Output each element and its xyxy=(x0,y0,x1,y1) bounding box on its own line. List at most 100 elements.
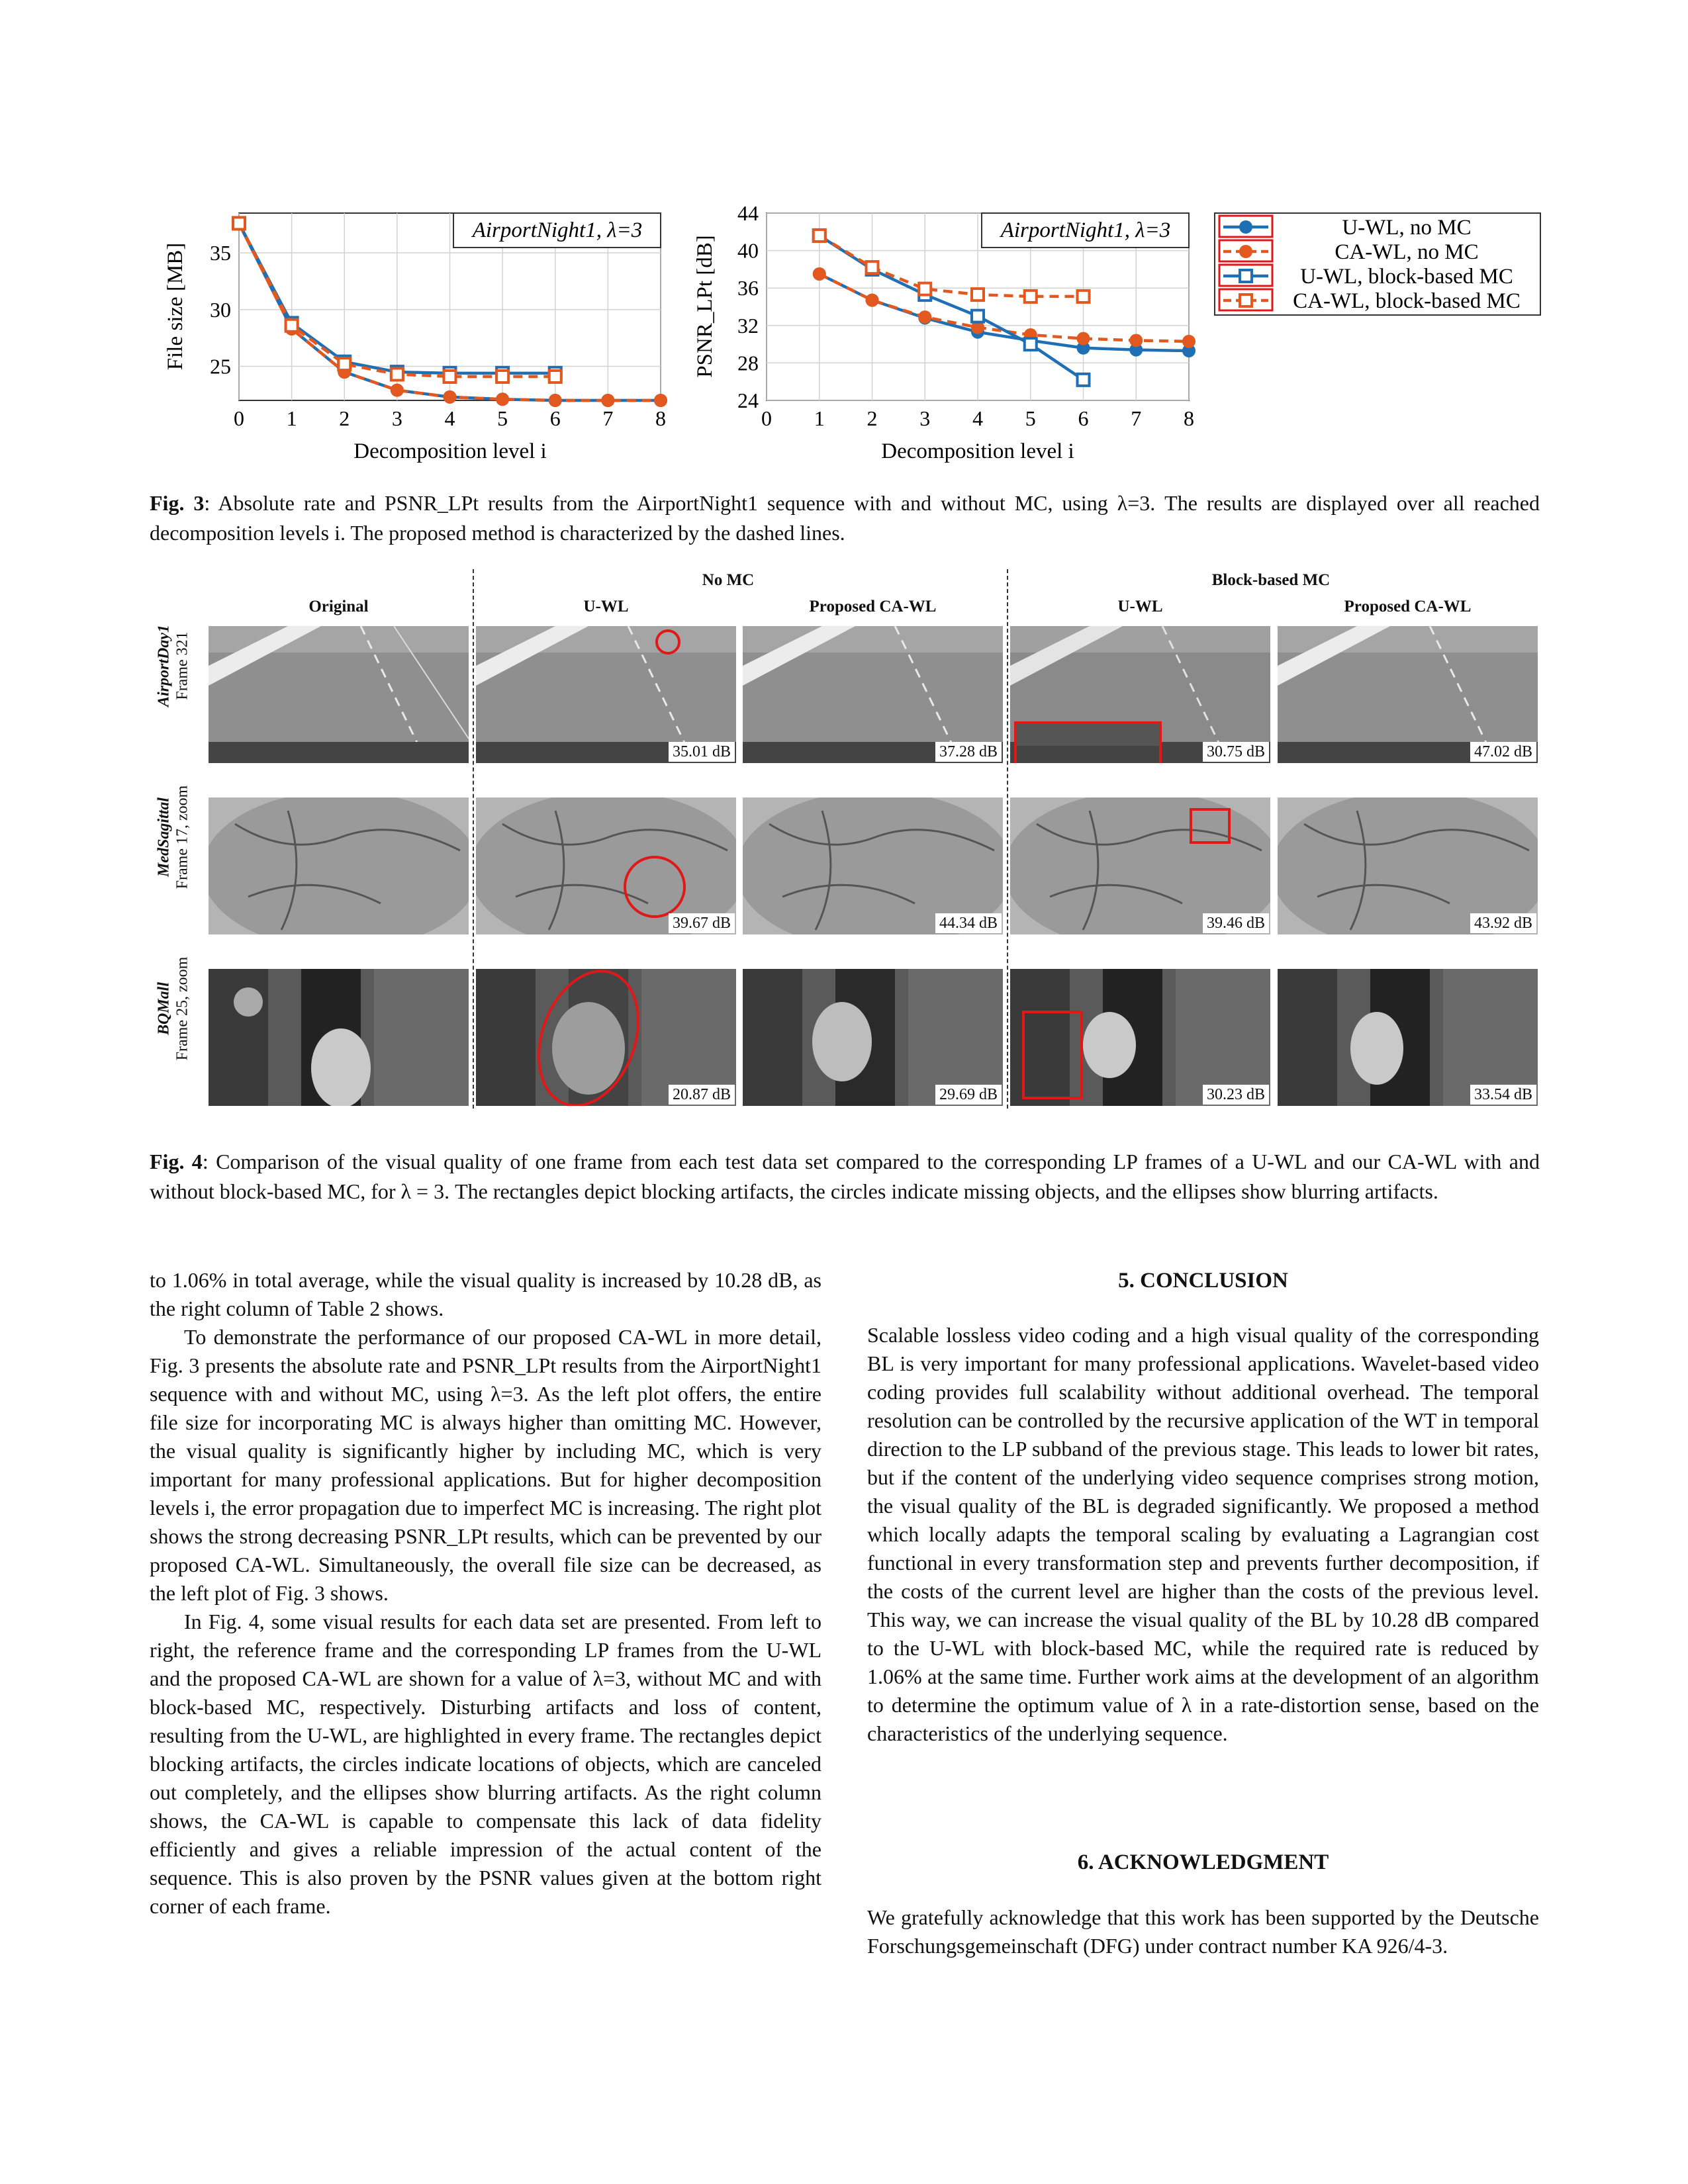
legend-label: U-WL, block-based MC xyxy=(1300,265,1513,289)
y-tick-label: 35 xyxy=(210,241,231,265)
fig4-col-uwl-nomc: U-WL xyxy=(583,598,629,615)
data-point xyxy=(865,293,879,307)
x-tick-label: 7 xyxy=(602,406,613,430)
paragraph: In Fig. 4, some visual results for each … xyxy=(150,1610,821,1918)
fig4-caption: Fig. 4: Comparison of the visual quality… xyxy=(150,1147,1540,1206)
x-tick-label: 8 xyxy=(1184,406,1194,430)
fig3-caption-label: Fig. 3 xyxy=(150,491,205,515)
airportday1-uwl-mc-image: 30.75 dB xyxy=(1010,626,1270,763)
medsagittal-cawl-mc-image: 43.92 dB xyxy=(1278,797,1538,934)
right-chart-xlabel: Decomposition level i xyxy=(881,439,1074,463)
fig4-col-uwl-mc: U-WL xyxy=(1117,598,1163,615)
data-point xyxy=(442,369,457,384)
airportday1-cawl-nomc-image: 37.28 dB xyxy=(743,626,1003,763)
data-point xyxy=(337,357,352,372)
x-tick-label: 0 xyxy=(761,406,772,430)
data-point xyxy=(970,287,985,302)
y-tick-label: 32 xyxy=(737,314,759,338)
data-point xyxy=(284,318,299,333)
left-chart-annotation-box xyxy=(453,212,661,248)
psnr-label: 20.87 dB xyxy=(668,1085,735,1105)
row-label-bqmall: BQMall Frame 25, zoom xyxy=(155,956,191,1061)
psnr-label: 35.01 dB xyxy=(668,742,735,762)
data-point xyxy=(390,383,404,397)
right-chart: AirportNight1, λ=3 0 1 2 3 4 5 6 7 8 24 28 32 36 40 4… xyxy=(693,201,1196,463)
y-tick-label: 24 xyxy=(737,388,759,412)
left-text-column: to 1.06% in total average, while the vis… xyxy=(150,1266,821,1921)
right-chart-ylabel: PSNR_LPt [dB] xyxy=(693,235,717,377)
data-point xyxy=(1129,343,1143,357)
data-point xyxy=(1023,289,1038,304)
psnr-label: 44.34 dB xyxy=(935,913,1002,933)
x-tick-label: 1 xyxy=(287,406,297,430)
data-point xyxy=(548,394,562,407)
fig4-group-no-mc: No MC xyxy=(702,571,755,589)
x-tick-label: 6 xyxy=(1078,406,1089,430)
psnr-label: 43.92 dB xyxy=(1470,913,1536,933)
row-label-medsagittal: MedSagittal Frame 17, zoom xyxy=(155,785,191,889)
paragraph: To demonstrate the performance of our pr… xyxy=(150,1325,821,1605)
psnr-label: 39.67 dB xyxy=(668,913,735,933)
y-tick-label: 30 xyxy=(210,298,231,322)
airportday1-uwl-nomc-image: 35.01 dB xyxy=(476,626,736,763)
data-point xyxy=(865,260,880,275)
medsagittal-cawl-nomc-image: 44.34 dB xyxy=(743,797,1003,934)
psnr-label: 30.23 dB xyxy=(1202,1085,1269,1105)
legend-item: CA-WL, no MC xyxy=(1218,239,1479,264)
legend-label: CA-WL, no MC xyxy=(1335,240,1478,264)
legend-item: U-WL, no MC xyxy=(1218,214,1472,240)
bqmall-cawl-nomc-image: 29.69 dB xyxy=(743,969,1003,1106)
legend-item: U-WL, block-based MC xyxy=(1218,263,1513,289)
data-point xyxy=(495,369,510,384)
paragraph: We gratefully acknowledge that this work… xyxy=(867,1905,1539,1958)
data-point xyxy=(812,228,827,243)
fig4-col-cawl-mc: Proposed CA-WL xyxy=(1344,598,1472,615)
x-tick-label: 0 xyxy=(234,406,244,430)
x-tick-label: 2 xyxy=(339,406,350,430)
legend-label: CA-WL, block-based MC xyxy=(1293,289,1521,313)
conclusion-text: Scalable lossless video coding and a hig… xyxy=(867,1321,1539,1748)
bqmall-cawl-mc-image: 33.54 dB xyxy=(1278,969,1538,1106)
data-point xyxy=(389,367,404,382)
fig4-caption-text: : Comparison of the visual quality of on… xyxy=(150,1150,1540,1203)
y-tick-label: 36 xyxy=(737,276,759,300)
y-tick-label: 25 xyxy=(210,355,231,379)
data-point xyxy=(232,216,246,231)
left-chart-ylabel: File size [MB] xyxy=(164,243,187,370)
data-point xyxy=(547,369,563,384)
x-tick-label: 2 xyxy=(867,406,878,430)
legend-item: CA-WL, block-based MC xyxy=(1218,288,1521,313)
data-point xyxy=(970,308,985,324)
data-point xyxy=(443,390,457,404)
x-tick-label: 5 xyxy=(1025,406,1036,430)
data-point xyxy=(496,392,510,406)
data-point xyxy=(1076,372,1091,387)
bqmall-original-image xyxy=(209,969,469,1106)
data-point xyxy=(1076,289,1091,304)
psnr-label: 33.54 dB xyxy=(1470,1085,1536,1105)
data-point xyxy=(601,394,615,407)
x-tick-label: 7 xyxy=(1131,406,1141,430)
x-tick-label: 1 xyxy=(814,406,825,430)
acknowledgment-heading: 6. ACKNOWLEDGMENT xyxy=(1077,1850,1329,1874)
bqmall-uwl-mc-image: 30.23 dB xyxy=(1010,969,1270,1106)
right-chart-annotation-box xyxy=(981,212,1190,248)
series-line xyxy=(818,272,1190,343)
fig3-caption: Fig. 3: Absolute rate and PSNR_LPt resul… xyxy=(150,488,1540,548)
data-point xyxy=(654,394,667,407)
conclusion-heading: 5. CONCLUSION xyxy=(1118,1269,1288,1293)
y-tick-label: 40 xyxy=(737,239,759,263)
psnr-label: 30.75 dB xyxy=(1202,742,1269,762)
data-point xyxy=(1182,344,1196,358)
left-chart: AirportNight1, λ=3 0 1 2 3 4 5 6 7 8 25 30 35 Deco… xyxy=(164,212,667,463)
medsagittal-uwl-mc-image: 39.46 dB xyxy=(1010,797,1270,934)
data-point xyxy=(1023,337,1038,352)
data-point xyxy=(1182,334,1196,348)
right-chart-annotation: AirportNight1, λ=3 xyxy=(1000,218,1171,242)
left-chart-annotation: AirportNight1, λ=3 xyxy=(471,218,643,242)
psnr-label: 47.02 dB xyxy=(1470,742,1536,762)
legend-label: U-WL, no MC xyxy=(1342,216,1471,240)
medsagittal-uwl-nomc-image: 39.67 dB xyxy=(476,797,736,934)
data-point xyxy=(812,267,826,281)
